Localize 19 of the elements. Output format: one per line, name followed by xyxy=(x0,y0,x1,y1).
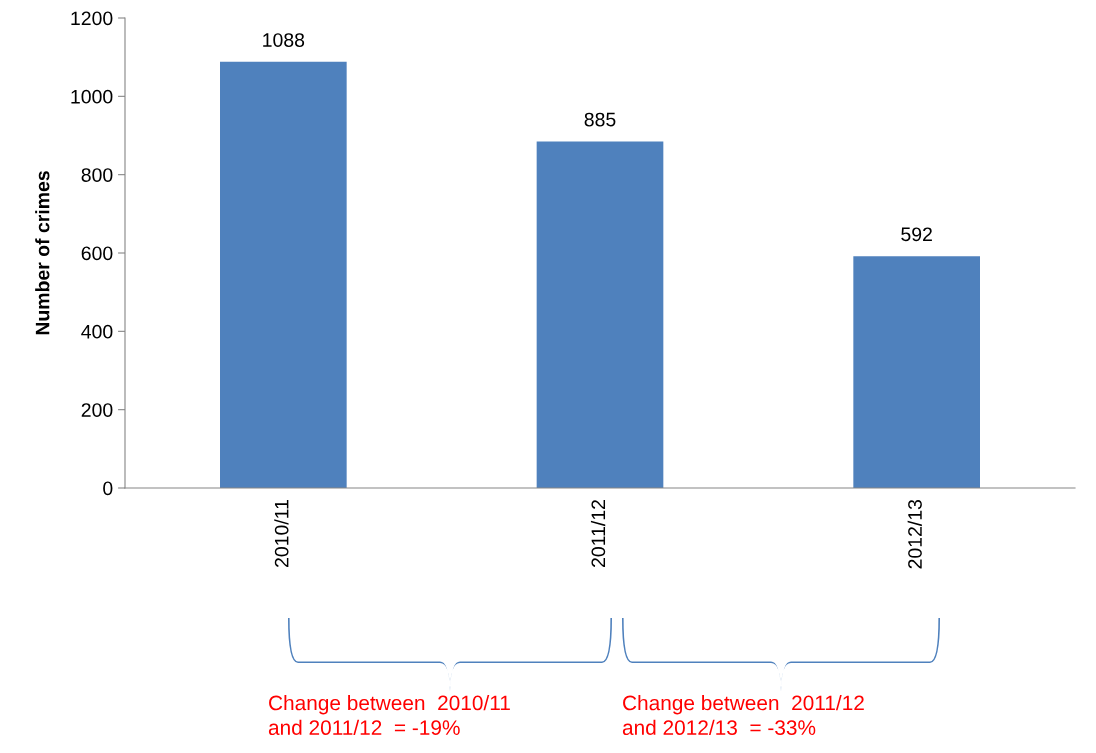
bar xyxy=(220,61,347,488)
y-tick-label: 200 xyxy=(81,403,113,417)
y-tick-label: 400 xyxy=(81,324,113,339)
y-axis-title: Number of crimes xyxy=(35,171,50,335)
x-tick-label: 2012/13 xyxy=(907,499,922,569)
text: Change between 2010/11 and 2011/12 = -19% xyxy=(268,695,510,736)
x-tick-label: 2010/11 xyxy=(274,500,289,567)
data-label: 885 xyxy=(584,112,616,127)
y-tick-label: 1000 xyxy=(71,89,113,104)
x-tick-label: 2011/12 xyxy=(590,500,606,567)
y-tick-label: 800 xyxy=(81,168,113,182)
bar xyxy=(853,256,980,488)
y-tick-label: 0 xyxy=(103,481,113,496)
data-label: 1088 xyxy=(263,33,305,47)
text: Change between 2011/12 and 2012/13 = -33% xyxy=(622,695,864,736)
data-label: 592 xyxy=(901,227,932,242)
y-tick-label: 600 xyxy=(81,246,113,261)
y-tick-label: 1200 xyxy=(71,11,113,26)
bar xyxy=(536,141,664,488)
